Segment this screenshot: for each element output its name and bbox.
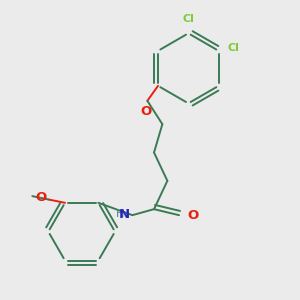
Text: N: N [118, 208, 130, 221]
Text: Cl: Cl [228, 43, 240, 53]
Text: O: O [140, 105, 151, 118]
Text: O: O [188, 209, 199, 222]
Text: O: O [35, 191, 47, 204]
Text: Cl: Cl [182, 14, 194, 24]
Text: H: H [116, 208, 124, 218]
